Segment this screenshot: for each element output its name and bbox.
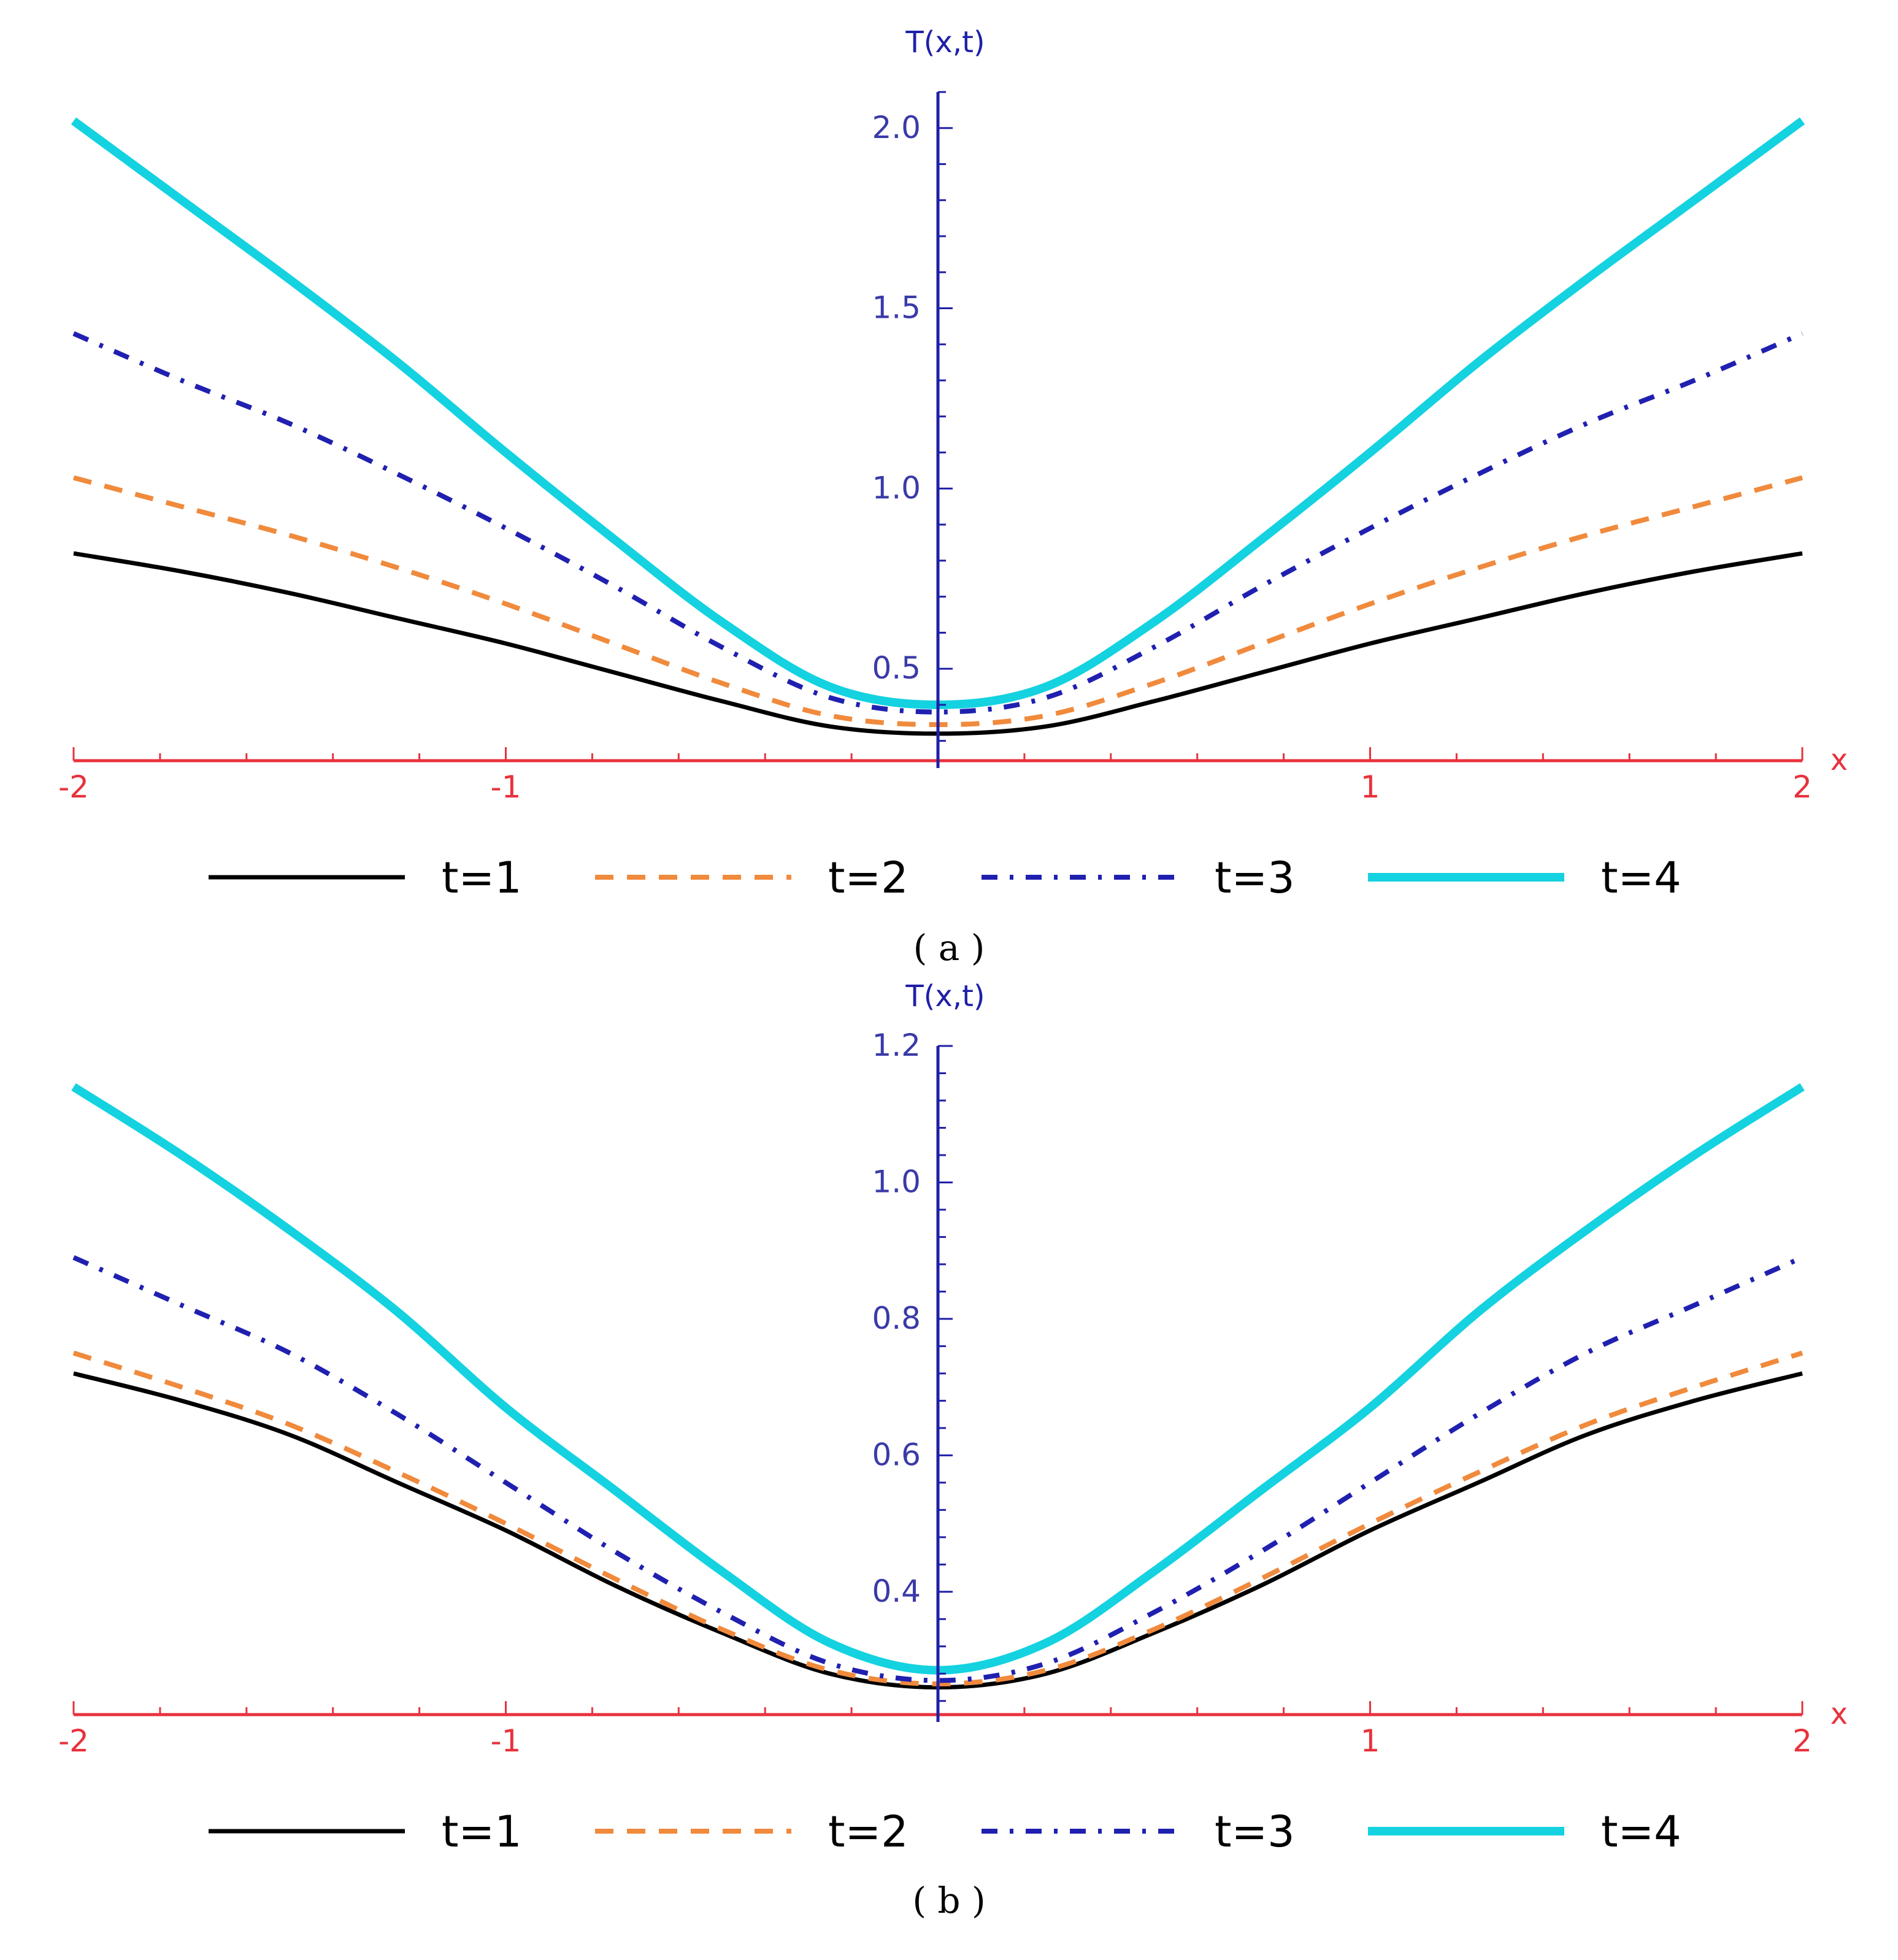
y-tick-label: 1.0 xyxy=(872,1164,921,1199)
x-tick-label: -1 xyxy=(491,1723,521,1759)
y-tick-label: 1.5 xyxy=(872,290,921,326)
series-line-t-3 xyxy=(72,331,1804,715)
legend-label: t=2 xyxy=(828,853,909,903)
legend-label: t=3 xyxy=(1215,853,1295,903)
x-tick-label: 2 xyxy=(1792,769,1812,805)
y-axis-title: T(x,t) xyxy=(905,979,985,1013)
y-tick-label: 1.2 xyxy=(872,1028,921,1063)
panel-a: -2 -1 1 2x 0.5 1.0 1.5 2.0 T(x,t) t=1 t=2 t=3 t=4 ( a… xyxy=(58,25,1848,969)
y-tick-label: 0.8 xyxy=(872,1301,921,1336)
legend-label: t=1 xyxy=(442,1807,522,1857)
x-axis-title: x xyxy=(1831,1697,1848,1731)
panel-label: ( a ) xyxy=(913,927,985,969)
legend: t=1 t=2 t=3 t=4 xyxy=(209,1807,1681,1857)
x-tick-label: -2 xyxy=(58,1723,89,1759)
legend-label: t=4 xyxy=(1601,853,1681,903)
legend: t=1 t=2 t=3 t=4 xyxy=(209,853,1681,903)
x-tick-label: 1 xyxy=(1361,769,1380,805)
y-tick-label: 0.4 xyxy=(872,1574,921,1609)
y-tick-label: 2.0 xyxy=(872,110,921,145)
x-axis-title: x xyxy=(1831,743,1848,777)
legend-label: t=4 xyxy=(1601,1807,1681,1857)
legend-label: t=2 xyxy=(828,1807,909,1857)
y-tick-label: 1.0 xyxy=(872,470,921,505)
x-tick-label: 1 xyxy=(1361,1723,1380,1759)
panel-label: ( b ) xyxy=(912,1880,985,1921)
legend-label: t=3 xyxy=(1215,1807,1295,1857)
legend-label: t=1 xyxy=(442,853,522,903)
x-tick-label: -2 xyxy=(58,769,89,805)
x-tick-label: -1 xyxy=(491,769,521,805)
panel-b: -2 -1 1 2x 0.4 0.6 0.8 1.0 1.2 T(x,t) t=1 t=2 t=3 t=4… xyxy=(58,979,1848,1921)
x-tick-label: 2 xyxy=(1792,1723,1812,1759)
y-tick-label: 0.5 xyxy=(872,650,921,686)
y-axis-title: T(x,t) xyxy=(905,25,985,60)
y-tick-label: 0.6 xyxy=(872,1437,921,1472)
